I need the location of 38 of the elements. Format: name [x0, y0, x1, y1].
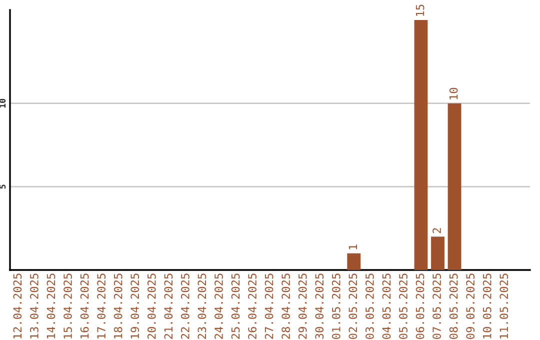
x-tick-label: 02.05.2025	[348, 274, 358, 339]
x-tick-label: 16.04.2025	[80, 274, 89, 338]
x-tick-label: 04.05.2025	[382, 274, 391, 339]
x-tick-label: 26.04.2025	[248, 274, 256, 339]
x-tick-label: 30.04.2025	[315, 274, 324, 339]
x-tick-label: 14.04.2025	[46, 274, 56, 338]
x-tick-label: 01.05.2025	[332, 274, 340, 339]
x-tick-label: 09.05.2025	[466, 274, 475, 339]
x-tick-label: 19.04.2025	[130, 274, 140, 338]
x-tick-label: 25.04.2025	[231, 274, 240, 339]
bar	[431, 236, 444, 270]
x-tick-label: 17.04.2025	[97, 274, 106, 338]
x-tick-label: 06.05.2025	[416, 274, 424, 339]
x-tick-label: 13.04.2025	[30, 274, 38, 338]
x-tick-label: 18.04.2025	[114, 274, 122, 338]
x-tick-label: 15.04.2025	[64, 274, 72, 338]
x-tick-label: 11.05.2025	[500, 274, 508, 338]
x-tick-label: 29.04.2025	[298, 274, 307, 339]
bar	[347, 253, 361, 270]
x-tick-label: 21.04.2025	[164, 274, 173, 339]
x-tick-label: 07.05.2025	[432, 274, 441, 339]
x-tick-label: 10.05.2025	[482, 274, 492, 338]
x-tick-label: 08.05.2025	[449, 274, 458, 339]
x-tick-label: 27.04.2025	[264, 274, 274, 339]
data-label: 2	[432, 228, 441, 234]
x-tick-label: 28.04.2025	[282, 274, 290, 339]
x-tick-label: 12.04.2025	[13, 274, 22, 338]
x-tick-label: 23.04.2025	[198, 274, 206, 339]
data-label: 10	[449, 88, 458, 100]
bar	[448, 103, 462, 270]
x-tick-label: 22.04.2025	[180, 274, 190, 339]
x-tick-label: 03.05.2025	[365, 274, 374, 339]
data-label: 15	[416, 4, 424, 16]
x-tick-label: 20.04.2025	[147, 274, 156, 339]
data-label: 1	[348, 244, 357, 250]
x-tick-label: 05.05.2025	[399, 274, 408, 339]
x-tick-label: 24.04.2025	[214, 274, 223, 339]
bar	[414, 20, 428, 270]
